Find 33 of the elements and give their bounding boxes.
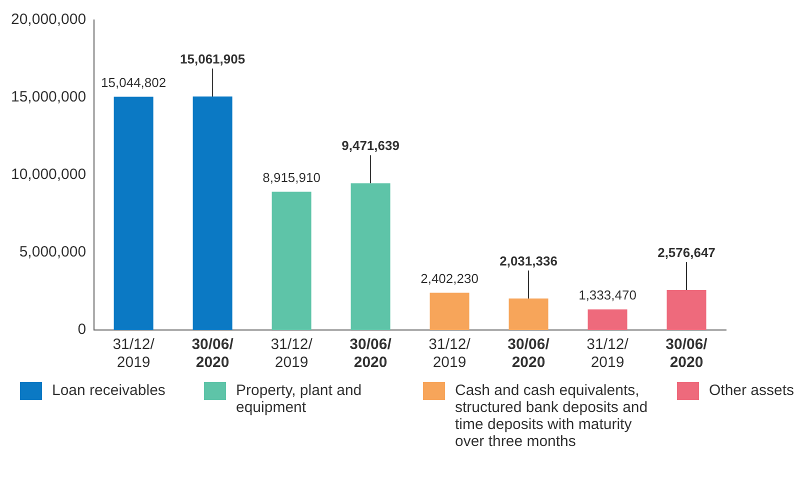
y-tick-label: 5,000,000: [19, 244, 86, 261]
data-label: 2,402,230: [420, 270, 478, 286]
legend-label: Cash and cash equivalents, structured bank deposits and time deposits with maturity over three months: [455, 382, 649, 450]
bar: [272, 192, 312, 330]
y-tick-label: 15,000,000: [10, 88, 86, 106]
bar: [666, 290, 706, 330]
x-tick-label: 31/12/2019: [112, 336, 156, 372]
bar: [588, 309, 628, 330]
legend-label: Other assets: [709, 382, 794, 399]
y-tick-label: 20,000,000: [10, 11, 86, 28]
data-label: 15,044,802: [101, 74, 166, 90]
bar: [114, 96, 154, 330]
data-label: 1,333,470: [578, 287, 636, 302]
legend-label: Property, plant and equipment: [236, 382, 363, 416]
bar: [350, 183, 390, 330]
y-tick-label: 10,000,000: [10, 166, 86, 184]
bar: [508, 298, 548, 330]
data-label: 8,915,910: [262, 170, 320, 185]
data-label: 9,471,639: [342, 138, 400, 154]
data-label: 15,061,905: [180, 52, 246, 67]
x-tick-label: 31/12/2019: [586, 336, 630, 372]
x-tick-label: 31/12/2019: [428, 336, 472, 372]
x-tick-label: 30/06/2020: [666, 336, 708, 372]
x-tick-label: 30/06/2020: [350, 336, 392, 372]
data-label: 2,031,336: [500, 254, 558, 269]
y-tick-label: 0: [78, 321, 86, 338]
bar: [192, 96, 232, 330]
x-tick-label: 30/06/2020: [508, 336, 550, 372]
legend-label: Loan receivables: [52, 382, 166, 399]
bar: [430, 292, 470, 330]
x-tick-label: 30/06/2020: [192, 336, 234, 372]
data-label: 2,576,647: [658, 245, 716, 260]
x-tick-label: 31/12/2019: [270, 336, 314, 372]
